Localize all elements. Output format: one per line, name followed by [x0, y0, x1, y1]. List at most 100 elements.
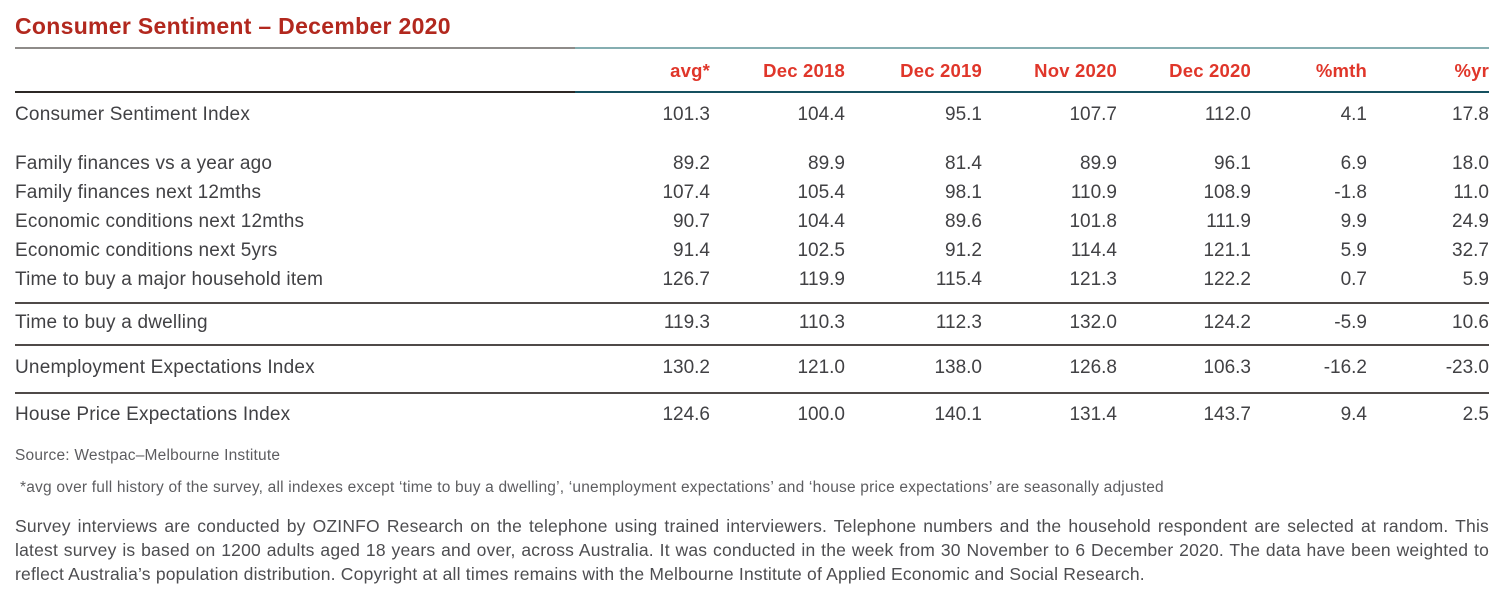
cell-dec-2019: 95.1: [945, 104, 982, 125]
avg-footnote: *avg over full history of the survey, al…: [20, 479, 1164, 496]
cell-avg: 89.2: [673, 153, 710, 174]
cell-nov-2020: 132.0: [982, 302, 1117, 345]
source-note: Source: Westpac–Melbourne Institute: [15, 447, 281, 464]
cell-avg: 101.3: [662, 104, 710, 125]
cell-pct-yr: 10.6: [1367, 302, 1489, 345]
cell-dec-2019: 140.1: [845, 392, 982, 438]
column-header-pct-mth: %mth: [1251, 49, 1367, 93]
column-header-pct-yr: %yr: [1367, 49, 1489, 93]
cell-nov-2020: 114.4: [1070, 240, 1117, 261]
cell-pct-mth: -5.9: [1251, 302, 1367, 345]
table-row: Economic conditions next 5yrs 91.4 102.5…: [15, 237, 1489, 266]
cell-pct-yr: 32.7: [1452, 240, 1489, 261]
row-label: Consumer Sentiment Index: [15, 104, 251, 125]
cell-dec-2020: 122.2: [1203, 269, 1251, 290]
cell-pct-yr: 24.9: [1452, 211, 1489, 232]
cell-pct-yr: 11.0: [1453, 182, 1489, 203]
table-header: avg* Dec 2018 Dec 2019 Nov 2020 Dec 2020…: [15, 49, 1489, 93]
cell-nov-2020: 89.9: [1080, 153, 1117, 174]
cell-dec-2019: 81.4: [945, 153, 982, 174]
cell-avg: 124.6: [575, 392, 710, 438]
row-label: Economic conditions next 12mths: [15, 211, 305, 232]
report-page: Consumer Sentiment – December 2020 avg* …: [15, 13, 1489, 584]
cell-pct-mth: -1.8: [1334, 182, 1367, 203]
cell-avg: 119.3: [575, 302, 710, 345]
cell-dec-2018: 104.4: [797, 211, 845, 232]
row-label: Family finances vs a year ago: [15, 153, 273, 174]
table-row: Economic conditions next 12mths 90.7 104…: [15, 208, 1489, 237]
cell-pct-yr: 17.8: [1452, 104, 1489, 125]
cell-avg: 107.4: [662, 182, 710, 203]
cell-pct-mth: 6.9: [1340, 153, 1367, 174]
cell-dec-2020: 121.1: [1203, 240, 1251, 261]
page-title: Consumer Sentiment – December 2020: [15, 13, 451, 39]
cell-nov-2020: 131.4: [982, 392, 1117, 438]
cell-dec-2019: 112.3: [845, 302, 982, 345]
header-row: avg* Dec 2018 Dec 2019 Nov 2020 Dec 2020…: [15, 49, 1489, 93]
cell-dec-2018: 119.9: [798, 269, 845, 290]
cell-dec-2018: 110.3: [710, 302, 845, 345]
cell-pct-yr: 18.0: [1452, 153, 1489, 174]
cell-nov-2020: 101.8: [1069, 211, 1117, 232]
column-header-nov-2020: Nov 2020: [982, 49, 1117, 93]
group-unemployment-expectations: Unemployment Expectations Index 130.2 12…: [15, 344, 1489, 393]
cell-dec-2019: 138.0: [845, 344, 982, 393]
cell-pct-mth: 9.4: [1251, 392, 1367, 438]
row-label: Economic conditions next 5yrs: [15, 240, 278, 261]
row-label: Time to buy a major household item: [15, 269, 324, 290]
cell-dec-2018: 89.9: [808, 153, 845, 174]
cell-dec-2019: 89.6: [945, 211, 982, 232]
column-header-dec-2019: Dec 2019: [845, 49, 982, 93]
table-row: House Price Expectations Index 124.6 100…: [15, 392, 1489, 438]
header-empty-label: [15, 49, 575, 93]
cell-nov-2020: 107.7: [1069, 104, 1117, 125]
column-header-avg: avg*: [575, 49, 710, 93]
cell-dec-2019: 115.4: [935, 269, 982, 290]
survey-methodology-paragraph: Survey interviews are conducted by OZINF…: [15, 516, 1489, 584]
cell-dec-2018: 121.0: [710, 344, 845, 393]
cell-dec-2019: 98.1: [945, 182, 982, 203]
cell-pct-mth: -16.2: [1251, 344, 1367, 393]
consumer-sentiment-table: avg* Dec 2018 Dec 2019 Nov 2020 Dec 2020…: [15, 49, 1489, 438]
cell-pct-yr: -23.0: [1367, 344, 1489, 393]
cell-pct-yr: 5.9: [1462, 269, 1489, 290]
cell-dec-2020: 106.3: [1117, 344, 1251, 393]
cell-nov-2020: 121.3: [1069, 269, 1117, 290]
table-row: Family finances next 12mths 107.4 105.4 …: [15, 179, 1489, 208]
cell-dec-2020: 143.7: [1117, 392, 1251, 438]
group-component-indexes: Family finances vs a year ago 89.2 89.9 …: [15, 139, 1489, 303]
cell-pct-mth: 5.9: [1340, 240, 1367, 261]
cell-dec-2020: 108.9: [1203, 182, 1251, 203]
cell-nov-2020: 110.9: [1070, 182, 1117, 203]
cell-avg: 91.4: [673, 240, 710, 261]
column-header-dec-2020: Dec 2020: [1117, 49, 1251, 93]
cell-pct-mth: 4.1: [1340, 104, 1367, 125]
cell-dec-2018: 105.4: [797, 182, 845, 203]
group-headline-index: Consumer Sentiment Index 101.3 104.4 95.…: [15, 92, 1489, 139]
row-label: Unemployment Expectations Index: [15, 344, 575, 393]
cell-nov-2020: 126.8: [982, 344, 1117, 393]
column-header-dec-2018: Dec 2018: [710, 49, 845, 93]
cell-avg: 130.2: [575, 344, 710, 393]
table-row: Time to buy a major household item 126.7…: [15, 266, 1489, 304]
row-label: Time to buy a dwelling: [15, 302, 575, 345]
cell-avg: 90.7: [673, 211, 710, 232]
cell-dec-2020: 96.1: [1214, 153, 1251, 174]
cell-dec-2020: 112.0: [1204, 104, 1251, 125]
cell-pct-yr: 2.5: [1367, 392, 1489, 438]
group-house-price-expectations: House Price Expectations Index 124.6 100…: [15, 392, 1489, 438]
table-row: Unemployment Expectations Index 130.2 12…: [15, 344, 1489, 393]
cell-pct-mth: 0.7: [1340, 269, 1367, 290]
row-label: Family finances next 12mths: [15, 182, 262, 203]
cell-dec-2019: 91.2: [945, 240, 982, 261]
cell-pct-mth: 9.9: [1340, 211, 1367, 232]
title-divider: [15, 47, 1489, 49]
cell-dec-2020: 124.2: [1117, 302, 1251, 345]
cell-dec-2020: 111.9: [1206, 211, 1251, 232]
cell-dec-2018: 104.4: [797, 104, 845, 125]
table-row: Consumer Sentiment Index 101.3 104.4 95.…: [15, 92, 1489, 139]
table-row: Time to buy a dwelling 119.3 110.3 112.3…: [15, 302, 1489, 345]
cell-avg: 126.7: [662, 269, 710, 290]
group-time-to-buy-dwelling: Time to buy a dwelling 119.3 110.3 112.3…: [15, 302, 1489, 345]
table-row: Family finances vs a year ago 89.2 89.9 …: [15, 139, 1489, 179]
